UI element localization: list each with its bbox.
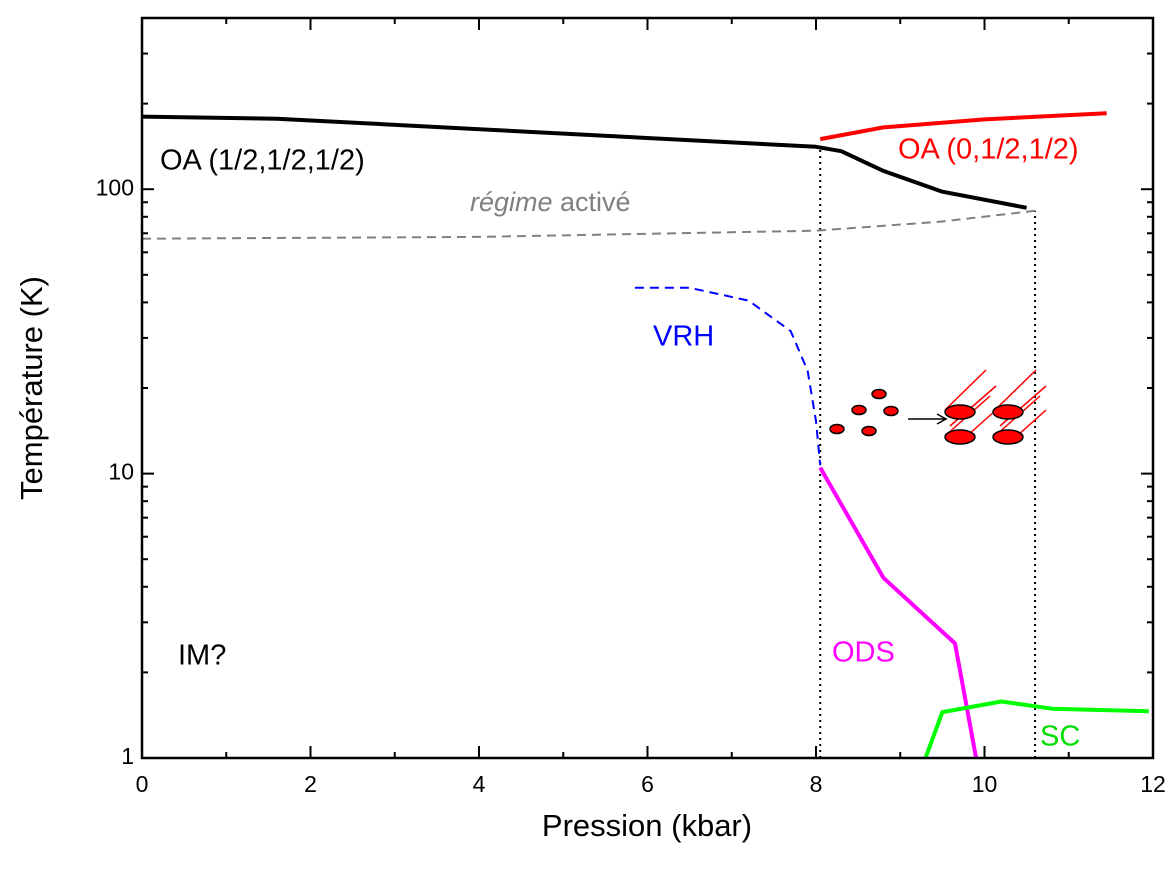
- y-axis-label: Température (K): [14, 276, 49, 500]
- annotation: OA (1/2,1/2,1/2): [160, 145, 365, 177]
- x-tick-label: 2: [304, 771, 317, 797]
- annotation-part: régime: [470, 187, 553, 217]
- plot-frame: [140, 16, 1155, 760]
- y-tick-label: 100: [96, 174, 134, 200]
- y-tick-label: 10: [108, 459, 134, 485]
- annotation: IM?: [178, 640, 226, 672]
- x-tick-label: 6: [641, 771, 654, 797]
- x-tick-label: 8: [810, 771, 823, 797]
- series-line: [141, 209, 1036, 240]
- x-tick-label: 10: [972, 771, 998, 797]
- series-line: [141, 114, 1027, 210]
- x-tick-label: 0: [136, 771, 149, 797]
- annotation: OA (0,1/2,1/2): [898, 134, 1079, 166]
- x-tick-label: 4: [473, 771, 486, 797]
- x-tick-label: 12: [1140, 771, 1166, 797]
- series-line: [634, 286, 822, 466]
- y-tick-label: 1: [121, 743, 134, 769]
- plot: 0 2 4 6 8 10 12 1 10 100: [96, 16, 1166, 797]
- series-line: [818, 466, 979, 759]
- x-axis-label: Pression (kbar): [542, 808, 752, 843]
- series-line: [819, 111, 1107, 142]
- annotation: VRH: [653, 321, 714, 353]
- series-line: [923, 699, 1149, 759]
- annotation: ODS: [832, 637, 895, 669]
- annotation: régime activé: [470, 187, 631, 217]
- annotation-part: activé: [553, 187, 631, 217]
- annotation: SC: [1040, 721, 1080, 753]
- cluster-illustration: [829, 369, 1047, 445]
